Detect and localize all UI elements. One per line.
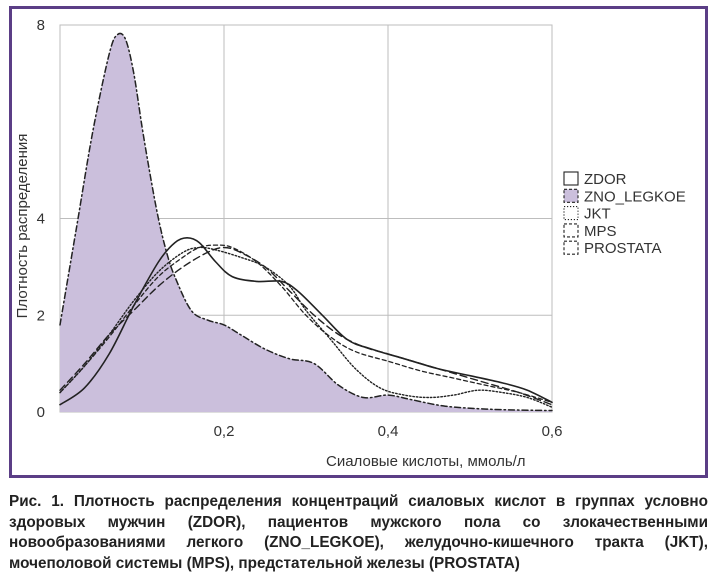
chart-axes: Сиаловые кислоты, ммоль/л Плотность расп… bbox=[14, 17, 562, 470]
legend-swatch-prostata bbox=[563, 240, 579, 255]
series-line-mps bbox=[59, 246, 553, 406]
figure-caption: Рис. 1. Плотность распределения концентр… bbox=[9, 493, 708, 572]
x-tick-label: 0,6 bbox=[542, 423, 563, 440]
legend-label-jkt: JKT bbox=[584, 206, 611, 223]
legend-swatch-zdor bbox=[563, 171, 579, 186]
y-tick-label: 4 bbox=[37, 211, 45, 228]
legend-swatch-zno-legkoe bbox=[563, 188, 579, 203]
chart-series bbox=[59, 32, 553, 412]
legend-swatch-jkt bbox=[563, 206, 579, 221]
y-tick-label: 2 bbox=[37, 307, 45, 324]
legend-label-prostata: PROSTATA bbox=[584, 240, 662, 257]
y-axis-title: Плотность распределения bbox=[14, 134, 31, 319]
series-line-prostata bbox=[59, 244, 553, 403]
series-line-zno-legkoe bbox=[59, 32, 553, 412]
series-area-zno-legkoe bbox=[60, 33, 552, 412]
y-tick-label: 8 bbox=[37, 17, 45, 34]
legend-swatch-mps bbox=[563, 223, 579, 238]
chart-plot: Сиаловые кислоты, ммоль/л Плотность расп… bbox=[14, 17, 686, 470]
x-tick-label: 0,4 bbox=[378, 423, 399, 440]
legend-label-mps: MPS bbox=[584, 223, 617, 240]
series-line-zdor bbox=[59, 237, 553, 406]
y-tick-label: 0 bbox=[37, 404, 45, 421]
series-line-jkt bbox=[59, 246, 553, 408]
legend-label-zno-legkoe: ZNO_LEGKOE bbox=[584, 188, 686, 205]
x-tick-label: 0,2 bbox=[214, 423, 235, 440]
legend-label-zdor: ZDOR bbox=[584, 171, 627, 188]
x-axis-title: Сиаловые кислоты, ммоль/л bbox=[326, 453, 526, 470]
